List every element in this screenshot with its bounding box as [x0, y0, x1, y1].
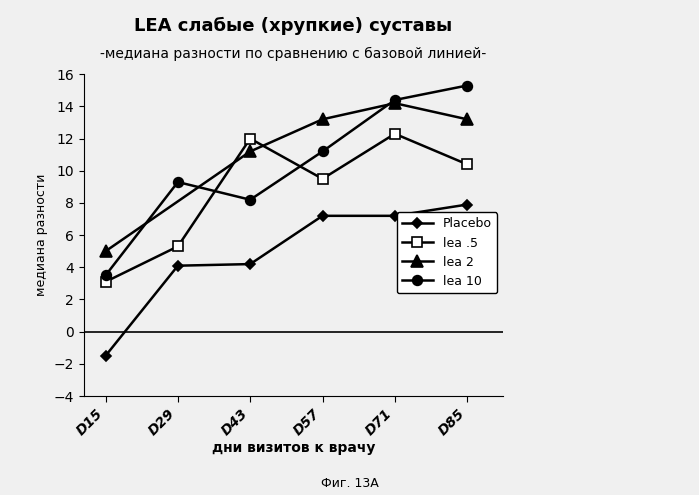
Legend: Placebo, lea .5, lea 2, lea 10: Placebo, lea .5, lea 2, lea 10 [397, 212, 497, 293]
Placebo [101, 353, 110, 359]
Line: Placebo: Placebo [102, 201, 470, 359]
Text: -медиана разности по сравнению с базовой линией-: -медиана разности по сравнению с базовой… [101, 47, 487, 61]
lea 10 [101, 272, 110, 278]
lea 2 [463, 116, 471, 122]
lea 10 [246, 197, 254, 203]
Line: lea .5: lea .5 [101, 129, 472, 287]
lea 10 [318, 148, 326, 154]
Placebo [173, 263, 182, 269]
lea .5 [101, 279, 110, 285]
lea 10 [391, 97, 399, 103]
Placebo [463, 201, 471, 207]
lea 2 [391, 100, 399, 106]
Text: Фиг. 13А: Фиг. 13А [321, 477, 378, 490]
lea 2 [101, 248, 110, 254]
lea 2 [246, 148, 254, 154]
Placebo [318, 213, 326, 219]
lea .5 [463, 161, 471, 167]
Y-axis label: медиана разности: медиана разности [35, 174, 48, 297]
Placebo [246, 261, 254, 267]
lea .5 [173, 244, 182, 249]
lea .5 [318, 176, 326, 182]
Line: lea 10: lea 10 [101, 81, 472, 280]
lea 10 [173, 179, 182, 185]
lea .5 [246, 136, 254, 142]
Text: LEA слабые (хрупкие) суставы: LEA слабые (хрупкие) суставы [134, 17, 453, 36]
lea .5 [391, 131, 399, 137]
Placebo [391, 213, 399, 219]
lea 2 [318, 116, 326, 122]
X-axis label: дни визитов к врачу: дни визитов к врачу [212, 441, 375, 455]
lea 10 [463, 83, 471, 89]
Line: lea 2: lea 2 [100, 98, 473, 257]
